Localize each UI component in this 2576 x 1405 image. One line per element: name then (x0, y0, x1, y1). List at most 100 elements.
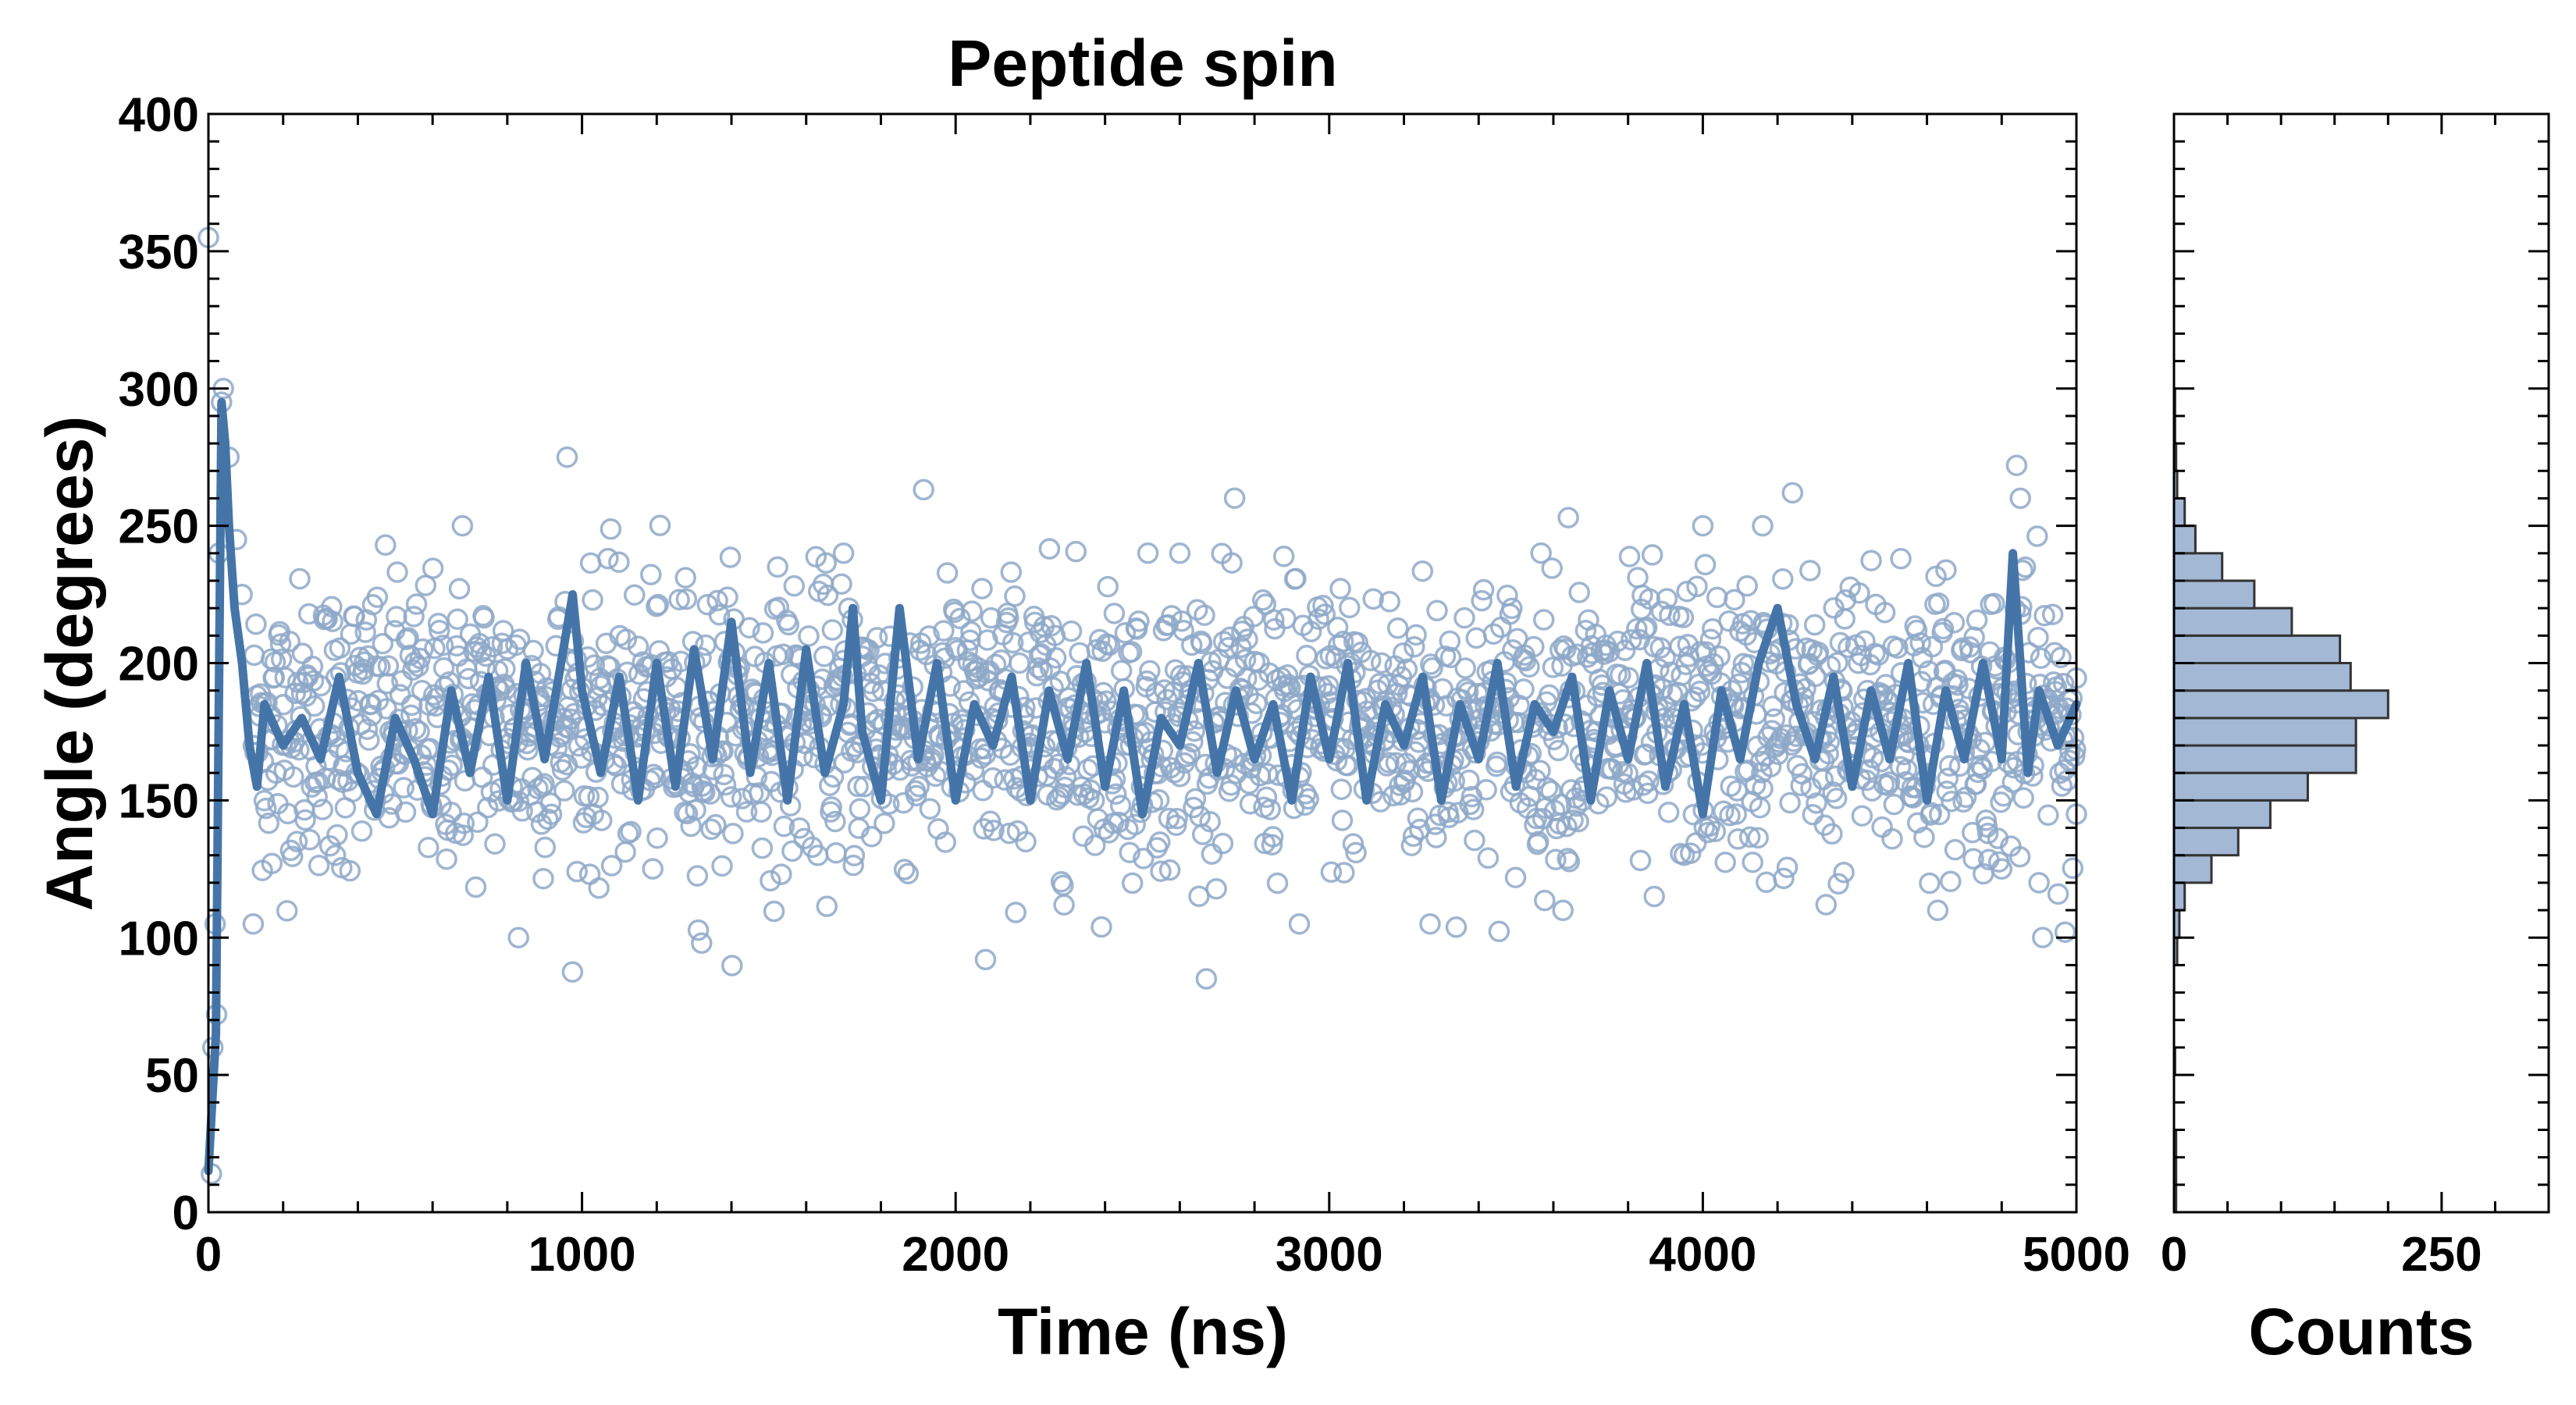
data-point (261, 852, 283, 875)
data-point (537, 808, 559, 831)
data-point (1320, 861, 1343, 884)
data-point (614, 841, 636, 863)
y-tick-label: 0 (173, 1186, 199, 1240)
data-point (1947, 674, 1969, 696)
data-point (1657, 801, 1680, 823)
data-point (551, 759, 574, 781)
data-point (700, 818, 722, 841)
data-point (1419, 912, 1441, 935)
data-point (1557, 507, 1579, 528)
data-point (832, 542, 855, 564)
data-point (1055, 766, 1077, 788)
data-point (767, 556, 788, 578)
data-point (1359, 649, 1382, 671)
data-point (675, 588, 698, 610)
data-point (1890, 548, 1912, 570)
data-point (375, 698, 397, 720)
data-point (1279, 677, 1301, 699)
data-point (668, 589, 690, 610)
data-point (2047, 883, 2069, 905)
data-point (1556, 816, 1578, 838)
data-point (1534, 889, 1556, 912)
data-point (1596, 786, 1618, 808)
data-point (1217, 636, 1240, 659)
data-point (2005, 454, 2028, 476)
data-point (1699, 815, 1721, 838)
data-point (908, 775, 930, 798)
data-point (1065, 540, 1087, 563)
data-point (1221, 552, 1243, 574)
x-tick-label: 1000 (528, 1228, 636, 1282)
data-point (2033, 605, 2055, 627)
data-point (1815, 894, 1838, 916)
data-point (892, 791, 915, 814)
data-point (674, 567, 696, 589)
data-point (745, 766, 768, 788)
data-point (735, 801, 758, 823)
data-point (508, 628, 531, 650)
data-point (893, 859, 916, 880)
data-point (1684, 686, 1706, 708)
data-point (279, 631, 301, 653)
x-tick-label: 0 (195, 1228, 222, 1282)
data-point (1425, 827, 1447, 848)
y-tick-label: 300 (119, 363, 199, 417)
data-point (1379, 591, 1400, 613)
data-point (2027, 626, 2049, 649)
data-point (873, 813, 895, 834)
data-point (1236, 667, 1258, 689)
data-point (644, 767, 667, 789)
data-point (1015, 831, 1037, 853)
data-point (695, 634, 717, 656)
x-tick-label: 5000 (2023, 1228, 2130, 1282)
data-point (1212, 631, 1235, 653)
data-point (1656, 588, 1678, 610)
data-point (842, 854, 864, 877)
data-point (481, 635, 503, 658)
data-point (1807, 641, 1830, 663)
data-point (451, 514, 474, 537)
data-point (906, 784, 927, 807)
data-point (1824, 765, 1847, 788)
data-point (2044, 642, 2065, 663)
data-point (588, 877, 610, 899)
data-point (1714, 851, 1736, 873)
data-point (770, 863, 792, 885)
data-point (1567, 810, 1589, 833)
data-point (1315, 648, 1337, 670)
data-point (1109, 795, 1132, 816)
data-point (1201, 843, 1223, 865)
data-point (400, 694, 423, 717)
data-point (393, 777, 415, 799)
data-point (495, 678, 517, 700)
data-point (294, 809, 316, 831)
data-point (1827, 873, 1849, 895)
data-point (752, 622, 774, 644)
data-point (1935, 559, 1957, 581)
data-point (1848, 582, 1870, 604)
data-point (1149, 831, 1171, 853)
data-point (1121, 872, 1144, 895)
data-point (1272, 546, 1295, 567)
data-point (1672, 606, 1695, 628)
data-point (824, 810, 846, 833)
histogram-bar (2172, 634, 2342, 664)
data-point (847, 775, 869, 798)
data-point (1635, 743, 1657, 765)
data-point (1936, 781, 1958, 802)
data-point (714, 774, 737, 796)
data-point (649, 514, 671, 536)
data-point (788, 817, 811, 839)
data-point (1496, 585, 1518, 606)
data-point (1962, 848, 1984, 870)
data-point (1878, 771, 1901, 793)
data-point (1266, 872, 1289, 895)
data-point (1731, 661, 1752, 684)
data-point (2032, 927, 2054, 948)
data-point (1781, 482, 1804, 504)
data-point (2062, 857, 2084, 880)
data-point (1943, 611, 1966, 634)
smoothed-series-line (204, 397, 2081, 1176)
data-point (1405, 624, 1427, 646)
data-point (1554, 638, 1577, 660)
